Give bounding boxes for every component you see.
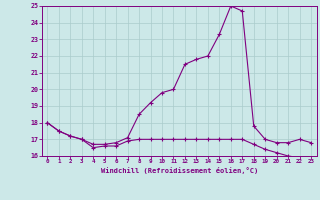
- X-axis label: Windchill (Refroidissement éolien,°C): Windchill (Refroidissement éolien,°C): [100, 167, 258, 174]
